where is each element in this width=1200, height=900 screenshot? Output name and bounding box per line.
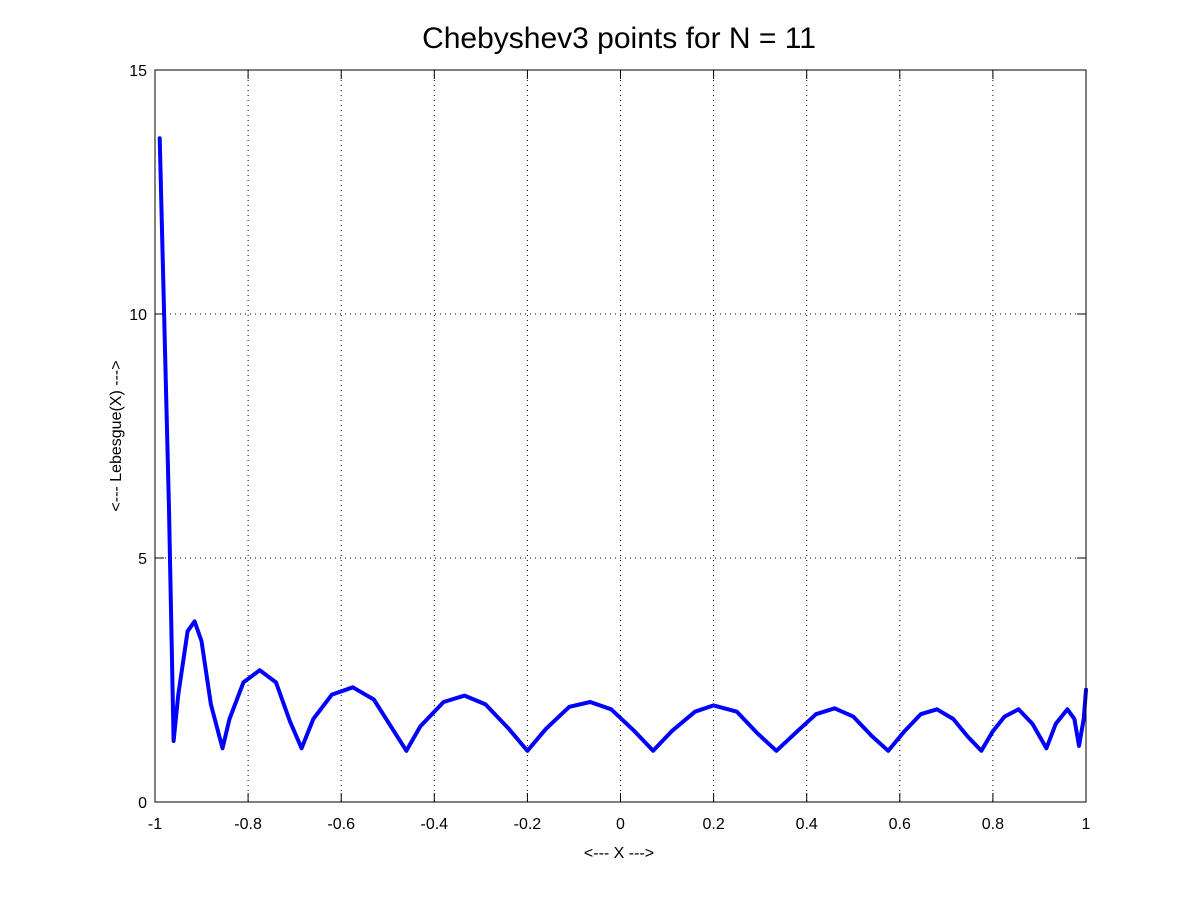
- x-tick-label: 0.8: [982, 816, 1004, 833]
- y-tick-label: 0: [138, 795, 147, 812]
- x-tick-label: -1: [148, 816, 162, 833]
- x-tick-label: 0.2: [702, 816, 724, 833]
- grid-layer: [155, 70, 1086, 802]
- y-axis-label: <--- Lebesgue(X) --->: [108, 360, 125, 511]
- x-tick-label: 0: [616, 816, 625, 833]
- y-tick-label: 15: [129, 63, 147, 80]
- y-tick-label: 10: [129, 307, 147, 324]
- chart-title: Chebyshev3 points for N = 11: [422, 22, 816, 55]
- x-tick-label: 0.6: [889, 816, 911, 833]
- x-tick-label: 1: [1082, 816, 1091, 833]
- y-tick-label: 5: [138, 551, 147, 568]
- x-tick-label: 0.4: [796, 816, 818, 833]
- x-tick-label: -0.8: [234, 816, 262, 833]
- series-layer: [157, 136, 1088, 753]
- x-tick-label: -0.6: [327, 816, 355, 833]
- x-tick-label: -0.2: [514, 816, 542, 833]
- x-axis-label: <--- X --->: [584, 845, 654, 862]
- x-tick-label: -0.4: [421, 816, 449, 833]
- series-line: [157, 136, 1088, 753]
